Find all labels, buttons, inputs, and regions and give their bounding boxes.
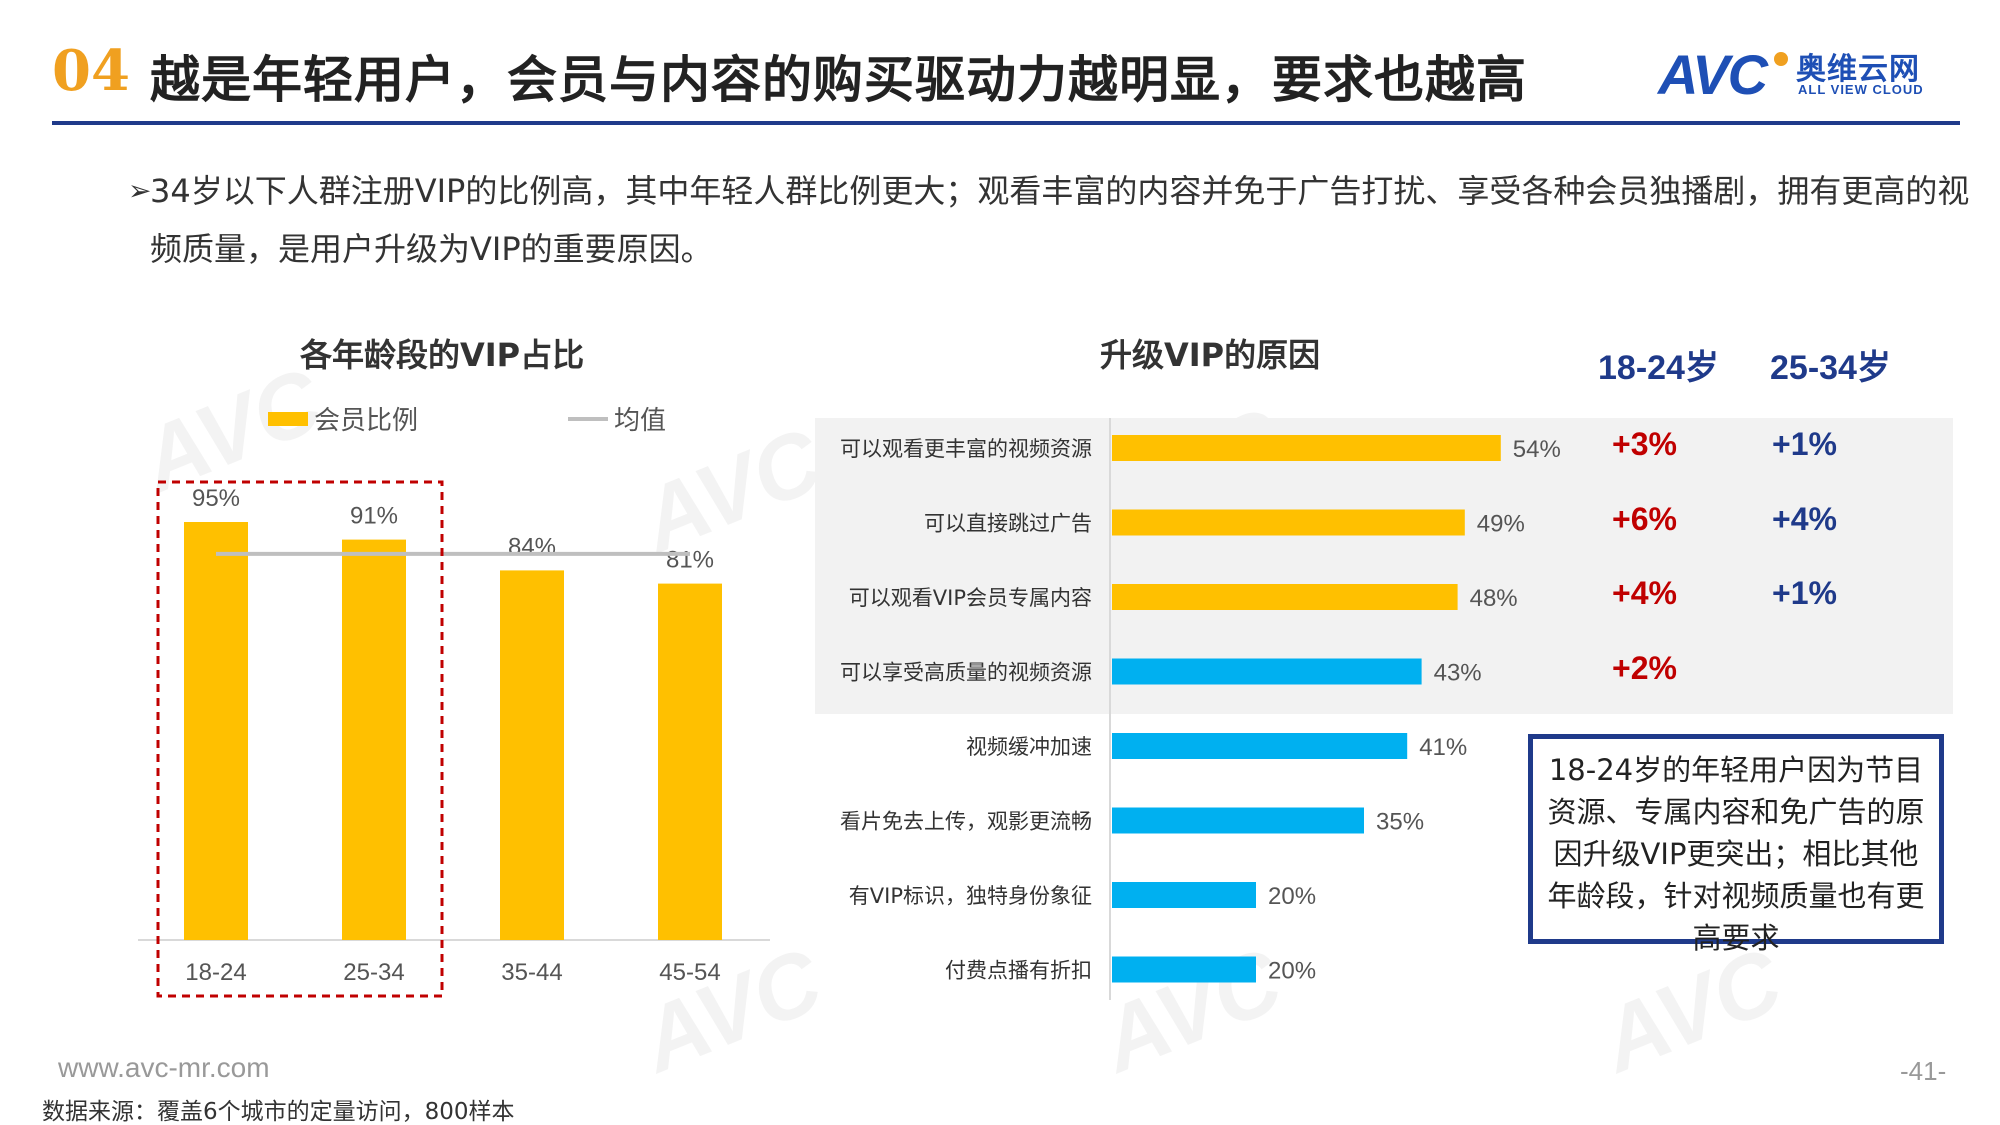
legend-swatch-member <box>268 411 308 426</box>
reason-category-label: 可以观看VIP会员专属内容 <box>849 586 1092 610</box>
reason-category-label: 可以观看更丰富的视频资源 <box>840 437 1092 461</box>
logo-dot-icon <box>1774 52 1788 66</box>
reason-category-label: 可以直接跳过广告 <box>924 512 1092 536</box>
reason-category-label: 视频缓冲加速 <box>966 735 1092 759</box>
comparison-header-18-24: 18-24岁 <box>1598 349 1719 387</box>
reason-category-label: 看片免去上传，观影更流畅 <box>840 810 1092 834</box>
reason-value-label: 35% <box>1376 809 1424 836</box>
comparison-value: +1% <box>1772 575 1837 611</box>
page-number: -41- <box>1900 1056 1947 1086</box>
description: ➢ 34岁以下人群注册VIP的比例高，其中年轻人群比例更大；观看丰富的内容并免于… <box>128 162 1970 278</box>
comparison-value: +3% <box>1612 426 1677 462</box>
age-chart-legend: 会员比例 均值 <box>268 400 666 437</box>
age-bar-label: 95% <box>192 485 240 512</box>
brand-logo: AVC 奥维云网 ALL VIEW CLOUD <box>1658 42 1958 106</box>
age-bar-18-24 <box>184 522 248 940</box>
legend-label-member: 会员比例 <box>314 406 419 436</box>
reason-category-label: 有VIP标识，独特身份象征 <box>849 884 1092 908</box>
young-groups-highlight-box <box>156 480 444 998</box>
reason-value-label: 20% <box>1268 958 1316 985</box>
reason-bar <box>1112 435 1501 461</box>
reason-value-label: 54% <box>1513 436 1561 463</box>
reason-value-label: 43% <box>1434 660 1482 687</box>
logo-cn-text: 奥维云网 <box>1796 52 1920 87</box>
reason-bar <box>1112 807 1364 834</box>
bullet-arrow-icon: ➢ <box>128 174 152 207</box>
reason-value-label: 49% <box>1477 511 1525 538</box>
data-source: 数据来源：覆盖6个城市的定量访问，800样本 <box>42 1099 515 1125</box>
insight-callout: 18-24岁的年轻用户因为节目资源、专属内容和免广告的原因升级VIP更突出；相比… <box>1528 734 1944 955</box>
age-bar-label: 84% <box>508 533 556 560</box>
reason-bar <box>1112 658 1422 685</box>
age-bar-25-34 <box>342 539 406 940</box>
reason-category-label: 可以享受高质量的视频资源 <box>840 661 1092 685</box>
legend-swatch-average <box>568 416 609 421</box>
age-tick-label: 45-54 <box>659 959 720 986</box>
comparison-value: +4% <box>1772 500 1837 537</box>
reason-bar <box>1112 733 1408 759</box>
comparison-value: +1% <box>1772 426 1837 462</box>
reason-category-label: 付费点播有折扣 <box>945 959 1092 983</box>
comparison-header-25-34: 25-34岁 <box>1770 349 1891 387</box>
reason-value-label: 41% <box>1419 734 1467 761</box>
header: 04 越是年轻用户，会员与内容的购买驱动力越明显，要求也越高 AVC 奥维云网 … <box>0 0 2000 130</box>
age-chart-title: 各年龄段的VIP占比 <box>300 336 585 374</box>
age-tick-label: 25-34 <box>343 959 404 986</box>
header-divider <box>52 121 1960 125</box>
reason-chart-title: 升级VIP的原因 <box>1100 336 1321 374</box>
reason-bar <box>1112 882 1256 908</box>
description-text: 34岁以下人群注册VIP的比例高，其中年轻人群比例更大；观看丰富的内容并免于广告… <box>150 172 1970 268</box>
age-bar-35-44 <box>500 570 564 940</box>
reason-bar <box>1112 584 1458 610</box>
age-bar-label: 91% <box>350 503 398 530</box>
reason-value-label: 20% <box>1268 883 1316 910</box>
age-bar-label: 81% <box>666 547 714 574</box>
reason-bar <box>1112 509 1465 536</box>
footer-url: www.avc-mr.com <box>58 1052 270 1083</box>
reason-bar <box>1112 956 1256 983</box>
section-number: 04 <box>52 38 130 104</box>
age-tick-label: 18-24 <box>185 959 246 986</box>
reason-value-label: 48% <box>1470 585 1518 612</box>
logo-avc-text: AVC <box>1658 43 1768 106</box>
comparison-value: +4% <box>1612 575 1677 611</box>
page-title: 越是年轻用户，会员与内容的购买驱动力越明显，要求也越高 <box>150 51 1527 109</box>
comparison-value: +6% <box>1612 500 1677 537</box>
age-tick-label: 35-44 <box>501 959 562 986</box>
comparison-value: +2% <box>1612 649 1677 686</box>
logo-en-text: ALL VIEW CLOUD <box>1798 82 1924 97</box>
age-bar-45-54 <box>658 583 722 940</box>
legend-label-average: 均值 <box>614 406 667 436</box>
insight-callout-text: 18-24岁的年轻用户因为节目资源、专属内容和免广告的原因升级VIP更突出；相比… <box>1547 753 1925 955</box>
